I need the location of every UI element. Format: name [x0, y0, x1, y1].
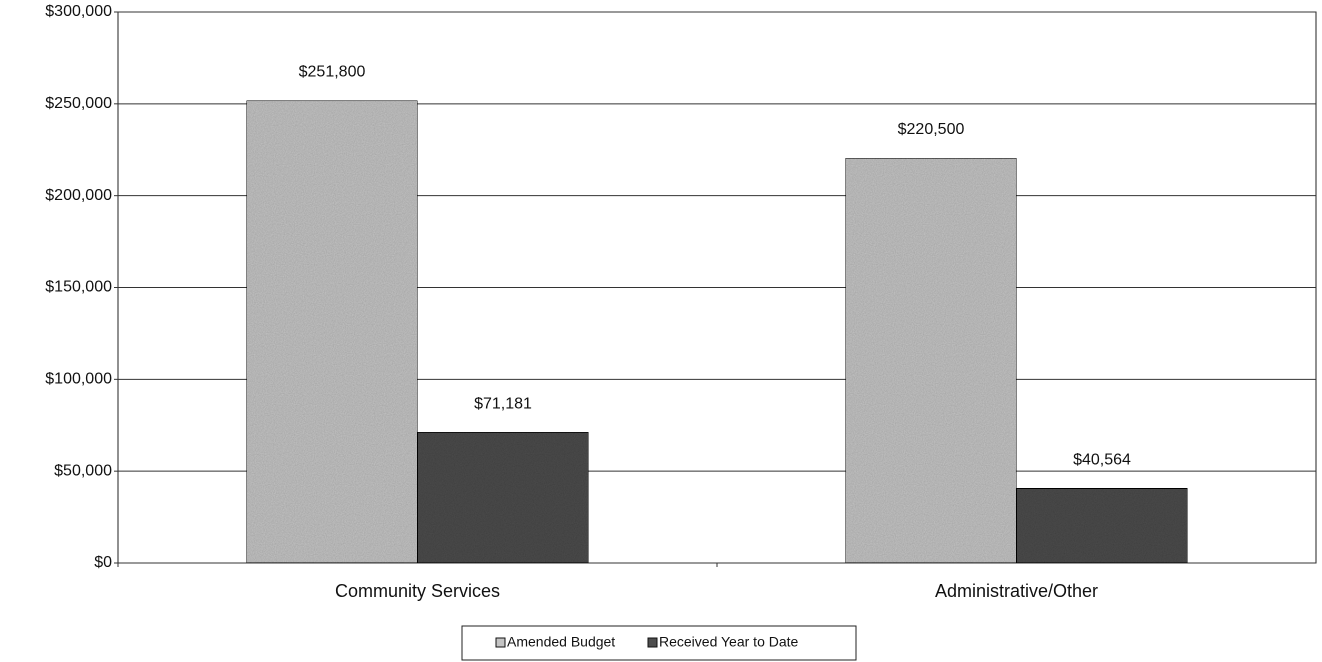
value-label: $220,500	[898, 121, 965, 138]
legend-swatch	[495, 637, 506, 648]
y-tick-label: $200,000	[45, 187, 112, 204]
x-tick-label: Administrative/Other	[935, 581, 1098, 601]
legend-swatch	[647, 637, 658, 648]
y-tick-label: $50,000	[54, 462, 112, 479]
y-tick-label: $300,000	[45, 3, 112, 20]
value-label: $40,564	[1073, 452, 1131, 469]
bar	[845, 157, 1017, 564]
bar	[417, 431, 589, 564]
legend-label: Received Year to Date	[659, 634, 799, 650]
x-tick-label: Community Services	[335, 581, 500, 601]
y-tick-label: $150,000	[45, 279, 112, 296]
value-label: $71,181	[474, 395, 532, 412]
bar	[246, 100, 418, 564]
y-tick-label: $0	[94, 554, 112, 571]
y-tick-label: $250,000	[45, 95, 112, 112]
legend-label: Amended Budget	[507, 634, 615, 650]
bar	[1016, 487, 1188, 564]
legend-box	[461, 625, 857, 661]
value-label: $251,800	[299, 64, 366, 81]
y-tick-label: $100,000	[45, 371, 112, 388]
